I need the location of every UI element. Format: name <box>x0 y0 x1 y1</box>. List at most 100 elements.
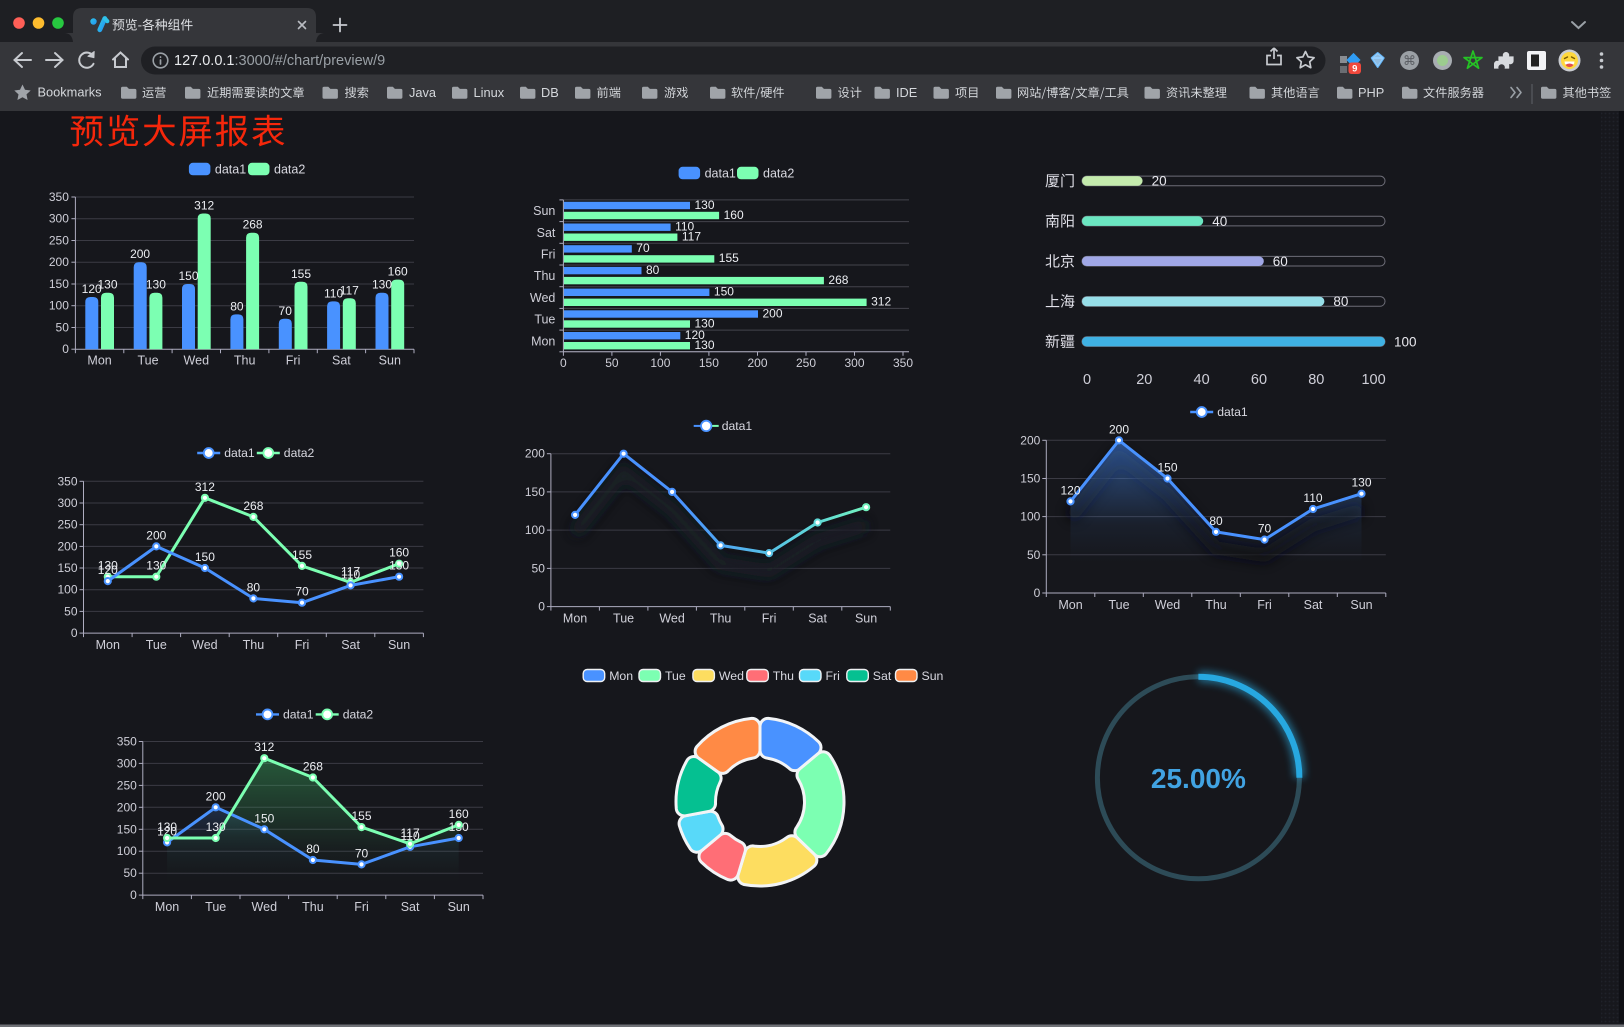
svg-text:110: 110 <box>1303 491 1322 505</box>
svg-text:Fri: Fri <box>826 669 840 683</box>
svg-text:Sun: Sun <box>855 612 877 626</box>
svg-text:70: 70 <box>295 585 309 599</box>
svg-text:Sun: Sun <box>379 354 401 368</box>
svg-text:0: 0 <box>71 626 78 640</box>
svg-text:25.00%: 25.00% <box>1151 763 1246 794</box>
svg-text:Sat: Sat <box>401 900 420 914</box>
svg-text:200: 200 <box>1020 433 1040 447</box>
svg-text:Thu: Thu <box>234 354 256 368</box>
svg-text:200: 200 <box>206 789 226 803</box>
svg-text:100: 100 <box>49 299 69 313</box>
svg-text:312: 312 <box>871 295 891 309</box>
svg-text:160: 160 <box>389 546 409 560</box>
svg-text:150: 150 <box>699 356 719 370</box>
svg-text:300: 300 <box>117 756 137 770</box>
svg-text:100: 100 <box>1394 334 1417 349</box>
svg-text:0: 0 <box>130 888 137 902</box>
svg-text:Fri: Fri <box>762 612 777 626</box>
svg-text:80: 80 <box>1209 514 1223 528</box>
svg-text:120: 120 <box>685 328 705 342</box>
svg-text:100: 100 <box>650 356 670 370</box>
svg-text:Mon: Mon <box>531 334 555 348</box>
svg-text:Sun: Sun <box>448 900 470 914</box>
svg-text:data1: data1 <box>283 708 314 722</box>
svg-text:150: 150 <box>525 485 545 499</box>
svg-text:100: 100 <box>1020 510 1040 524</box>
svg-text:40: 40 <box>1194 372 1210 388</box>
svg-text:250: 250 <box>117 778 137 792</box>
svg-text:50: 50 <box>123 866 137 880</box>
svg-text:200: 200 <box>525 447 545 461</box>
svg-text:Fri: Fri <box>295 638 310 652</box>
svg-text:200: 200 <box>130 247 150 261</box>
svg-text:350: 350 <box>57 474 77 488</box>
svg-text:data1: data1 <box>224 446 255 460</box>
svg-text:300: 300 <box>844 356 864 370</box>
svg-text:312: 312 <box>194 199 214 213</box>
svg-text:Thu: Thu <box>302 900 324 914</box>
svg-text:250: 250 <box>49 234 69 248</box>
svg-text:Thu: Thu <box>1205 598 1227 612</box>
svg-text:Tue: Tue <box>534 313 555 327</box>
svg-text:Sun: Sun <box>388 638 410 652</box>
svg-text:200: 200 <box>763 306 783 320</box>
svg-text:Fri: Fri <box>286 354 301 368</box>
svg-text:150: 150 <box>57 561 77 575</box>
svg-text:⌘: ⌘ <box>1403 53 1416 68</box>
svg-text:Fri: Fri <box>354 900 369 914</box>
svg-text:150: 150 <box>117 822 137 836</box>
svg-text:268: 268 <box>303 760 323 774</box>
svg-text:40: 40 <box>1212 214 1227 229</box>
svg-text:50: 50 <box>532 561 546 575</box>
svg-text:130: 130 <box>695 198 715 212</box>
svg-text:Sun: Sun <box>1350 598 1372 612</box>
svg-text:130: 130 <box>97 278 117 292</box>
svg-text:150: 150 <box>1020 472 1040 486</box>
svg-text:PHP: PHP <box>1358 85 1384 100</box>
svg-text:130: 130 <box>695 316 715 330</box>
svg-text:50: 50 <box>64 604 78 618</box>
svg-text:60: 60 <box>1251 372 1267 388</box>
svg-text:Wed: Wed <box>192 638 218 652</box>
svg-text:350: 350 <box>117 735 137 749</box>
svg-text:0: 0 <box>538 600 545 614</box>
svg-text:Wed: Wed <box>659 612 685 626</box>
svg-text:100: 100 <box>57 583 77 597</box>
svg-text:160: 160 <box>388 265 408 279</box>
svg-text:data2: data2 <box>284 446 315 460</box>
svg-text:120: 120 <box>98 563 118 577</box>
svg-text:Tue: Tue <box>613 612 634 626</box>
svg-text:50: 50 <box>605 356 619 370</box>
svg-text:250: 250 <box>57 518 77 532</box>
svg-text:Sat: Sat <box>808 612 827 626</box>
svg-text:data2: data2 <box>763 166 794 180</box>
svg-text:268: 268 <box>243 218 263 232</box>
svg-text:Thu: Thu <box>243 638 265 652</box>
svg-text:130: 130 <box>98 559 118 573</box>
svg-text:312: 312 <box>254 740 274 754</box>
svg-text:155: 155 <box>292 548 312 562</box>
svg-text:117: 117 <box>682 230 701 244</box>
svg-text:Wed: Wed <box>530 291 556 305</box>
svg-text:150: 150 <box>254 811 274 825</box>
svg-text:127.0.0.1:3000/#/chart/preview: 127.0.0.1:3000/#/chart/preview/9 <box>174 53 385 69</box>
svg-text:Linux: Linux <box>474 85 505 100</box>
svg-text:150: 150 <box>195 550 215 564</box>
svg-text:350: 350 <box>49 190 69 204</box>
svg-text:data2: data2 <box>343 708 374 722</box>
svg-text:150: 150 <box>178 269 198 283</box>
svg-text:80: 80 <box>646 263 660 277</box>
svg-text:110: 110 <box>675 220 694 234</box>
svg-text:Tue: Tue <box>1108 598 1129 612</box>
svg-text:130: 130 <box>389 559 409 573</box>
svg-text:160: 160 <box>449 807 469 821</box>
svg-text:120: 120 <box>1060 483 1080 497</box>
svg-text:200: 200 <box>1109 422 1129 436</box>
svg-text:130: 130 <box>1351 476 1371 490</box>
svg-text:Bookmarks: Bookmarks <box>38 85 102 100</box>
svg-text:0: 0 <box>1083 372 1091 388</box>
svg-text:110: 110 <box>341 567 360 581</box>
svg-text:Mon: Mon <box>563 612 587 626</box>
svg-text:Wed: Wed <box>252 900 278 914</box>
svg-text:Wed: Wed <box>184 354 210 368</box>
